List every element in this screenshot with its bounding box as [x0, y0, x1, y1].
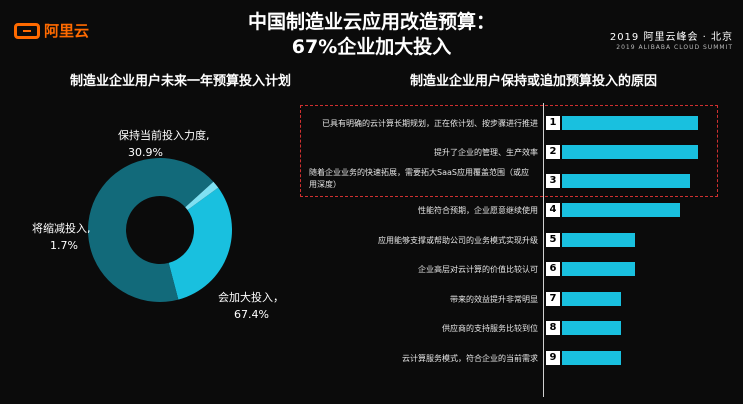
- alibaba-cloud-logo: 阿里云: [14, 20, 89, 41]
- logo-bracket-icon: [14, 22, 40, 39]
- bar-4: [562, 203, 680, 217]
- donut-label-reduce-value: 1.7%: [50, 239, 78, 252]
- bar-8: [562, 321, 621, 335]
- bar-axis-line: [543, 103, 544, 397]
- summit-title: 2019 阿里云峰会 · 北京: [609, 32, 733, 43]
- donut-slice-reduce: [185, 181, 219, 211]
- bar-rank-8: 8: [546, 321, 560, 335]
- donut-label-increase-value: 67.4%: [234, 308, 269, 321]
- bar-rank-4: 4: [546, 203, 560, 217]
- bar-category-label-7: 带来的效益提升非常明显: [450, 295, 538, 304]
- bar-5: [562, 233, 635, 247]
- summit-badge: 2019 阿里云峰会 · 北京 2019 ALIBABA CLOUD SUMMI…: [610, 28, 733, 51]
- bar-rank-5: 5: [546, 233, 560, 247]
- bar-rank-2: 2: [546, 145, 560, 159]
- bar-category-label-2: 提升了企业的管理、生产效率: [434, 148, 538, 157]
- bar-rank-9: 9: [546, 351, 560, 365]
- bar-2: [562, 145, 698, 159]
- bar-category-label-1: 已具有明确的云计算长期规划，正在依计划、按步骤进行推进: [322, 119, 538, 128]
- bar-category-label-4: 性能符合预期，企业愿意继续使用: [418, 206, 538, 215]
- page-title-line2: 67%企业加大投入: [291, 36, 452, 58]
- bar-rank-6: 6: [546, 262, 560, 276]
- donut-slice-keep: [168, 187, 232, 300]
- donut-label-keep-value: 30.9%: [128, 146, 163, 159]
- page-title-line1: 中国制造业云应用改造预算：: [247, 11, 495, 33]
- bar-rank-1: 1: [546, 116, 560, 130]
- bar-category-label-8: 供应商的支持服务比较到位: [442, 324, 538, 333]
- bar-category-label-6: 企业高层对云计算的价值比较认可: [418, 265, 538, 274]
- bar-1: [562, 116, 698, 130]
- bar-rank-3: 3: [546, 174, 560, 188]
- bar-chart-title: 制造业企业用户保持或追加预算投入的原因: [410, 74, 658, 89]
- donut-label-reduce: 将缩减投入, 1.7%: [32, 220, 91, 254]
- bar-7: [562, 292, 621, 306]
- donut-label-increase: 会加大投入， 67.4%: [218, 289, 284, 323]
- bar-rank-7: 7: [546, 292, 560, 306]
- highlight-box: [300, 105, 718, 197]
- bar-category-label-3: 随着企业业务的快速拓展，需要拓大SaaS应用覆盖范围（或应用深度）: [309, 168, 529, 189]
- donut-label-reduce-text: 将缩减投入,: [32, 222, 91, 235]
- donut-label-keep: 保持当前投入力度, 30.9%: [118, 127, 210, 161]
- donut-label-increase-text: 会加大投入，: [218, 291, 284, 304]
- bar-9: [562, 351, 621, 365]
- bar-category-label-5: 应用能够支撑或帮助公司的业务模式实现升级: [378, 236, 538, 245]
- summit-subtitle: 2019 ALIBABA CLOUD SUMMIT: [616, 44, 733, 51]
- bar-3: [562, 174, 691, 188]
- donut-label-keep-text: 保持当前投入力度,: [118, 129, 210, 142]
- donut-chart-title: 制造业企业用户未来一年预算投入计划: [70, 74, 292, 89]
- bar-6: [562, 262, 635, 276]
- donut-slice-increase: [88, 158, 214, 302]
- bar-category-label-9: 云计算服务模式，符合企业的当前需求: [402, 354, 538, 363]
- logo-text: 阿里云: [44, 22, 90, 40]
